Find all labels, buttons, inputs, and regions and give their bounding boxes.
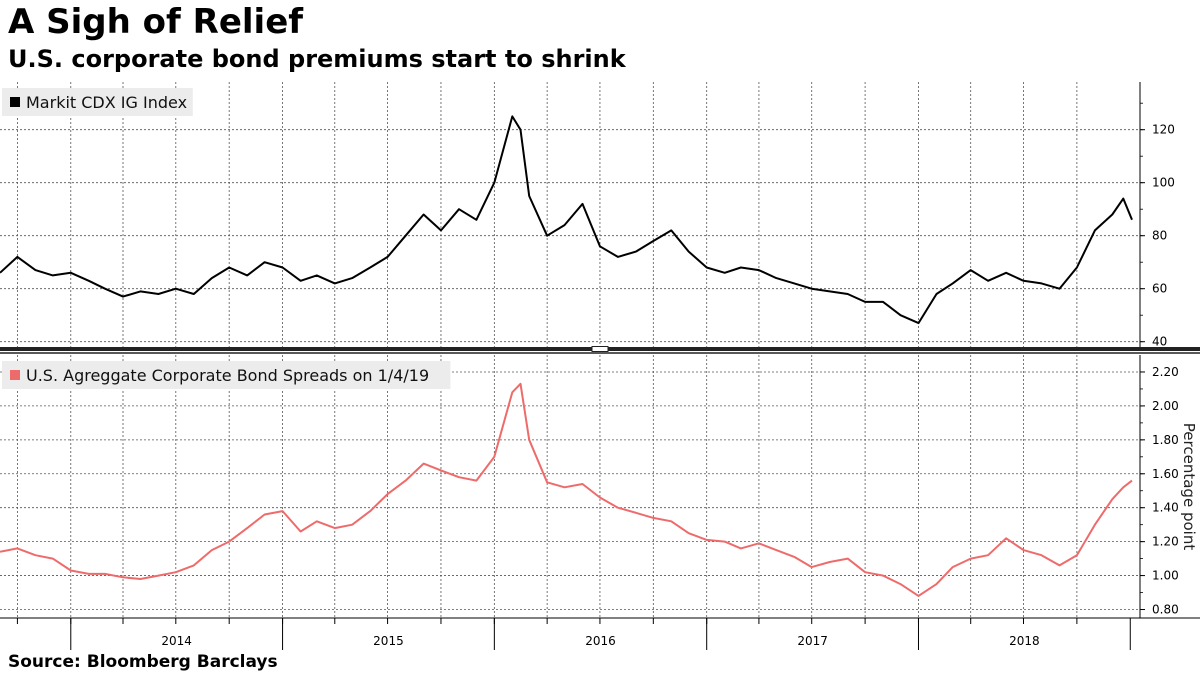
y-tick-label: 60 [1152, 282, 1167, 296]
y-tick-label: 1.60 [1152, 467, 1179, 481]
y-tick-label: 1.40 [1152, 501, 1179, 515]
legend-swatch [10, 97, 20, 107]
y-tick-label: 1.80 [1152, 433, 1179, 447]
chart-title: A Sigh of Relief [8, 2, 304, 42]
legend: U.S. Agreggate Corporate Bond Spreads on… [2, 361, 451, 389]
y-tick-label: 1.00 [1152, 569, 1179, 583]
chart-panel-1: 40 60 80 100 120 Markit CDX IG Index [0, 82, 1175, 349]
legend: Markit CDX IG Index [2, 88, 193, 116]
panel-divider-handle [591, 346, 609, 352]
x-tick-label: 2016 [585, 634, 616, 648]
y-tick-label: 80 [1152, 229, 1167, 243]
x-tick-label: 2015 [373, 634, 404, 648]
y-tick-label: 100 [1152, 176, 1175, 190]
y-tick-label: 120 [1152, 123, 1175, 137]
legend-label: Markit CDX IG Index [26, 93, 187, 112]
y-tick-label: 0.80 [1152, 603, 1179, 617]
x-tick-label: 2017 [797, 634, 828, 648]
x-tick-label: 2018 [1009, 634, 1040, 648]
legend-label: U.S. Agreggate Corporate Bond Spreads on… [26, 366, 429, 385]
legend-swatch [10, 370, 20, 380]
series-line [0, 382, 1133, 597]
y-tick-label: 1.20 [1152, 535, 1179, 549]
legend-box [2, 361, 451, 389]
source-note: Source: Bloomberg Barclays [8, 652, 278, 672]
x-tick-label: 2014 [161, 634, 192, 648]
chart-panel-2: 0.80 1.00 1.20 1.40 1.60 1.80 2.00 2.20 U.S. Agr… [0, 355, 1198, 618]
y-axis-title: Percentage point [1180, 423, 1198, 551]
legend-box [2, 88, 193, 116]
chart-subtitle: U.S. corporate bond premiums start to sh… [8, 45, 626, 73]
series-line [0, 115, 1133, 325]
y-tick-label: 2.00 [1152, 399, 1179, 413]
y-tick-label: 40 [1152, 335, 1167, 349]
y-tick-label: 2.20 [1152, 365, 1179, 379]
